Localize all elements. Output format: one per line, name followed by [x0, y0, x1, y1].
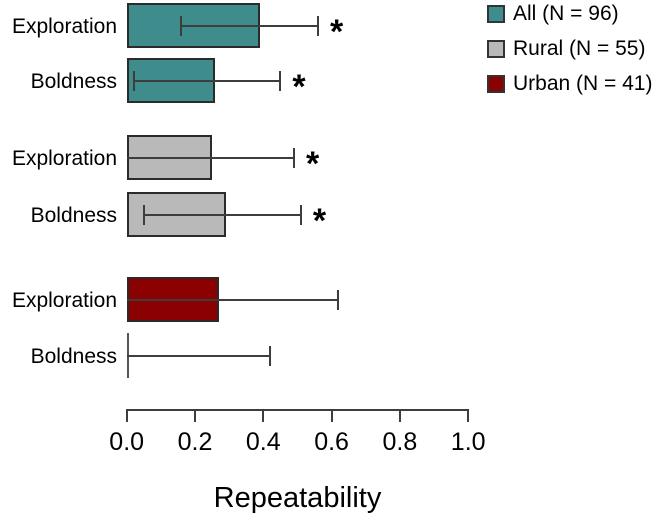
significance-asterisk: *: [329, 12, 344, 51]
error-bar: [126, 354, 271, 357]
error-bar: [143, 213, 301, 216]
x-axis-line: [126, 409, 469, 411]
significance-asterisk: *: [306, 144, 320, 183]
axis-tick: [194, 409, 196, 422]
row-label: Exploration: [11, 288, 117, 312]
axis-tick: [262, 409, 265, 422]
legend-item-all: All (N = 96): [487, 3, 652, 24]
row-label: Exploration: [11, 14, 117, 38]
error-bar: [126, 156, 295, 159]
axis-tick: [330, 409, 333, 422]
legend-label: Urban (N = 41): [513, 72, 653, 95]
whisker-cap-high: [299, 204, 302, 225]
significance-asterisk: *: [312, 201, 327, 240]
error-bar: [181, 24, 318, 27]
axis-tick: [467, 409, 470, 422]
axis-tick: [125, 409, 128, 422]
row-label: Boldness: [30, 203, 117, 227]
error-bar: [126, 298, 339, 301]
whisker-cap-high: [279, 70, 282, 91]
axis-tick: [398, 409, 401, 422]
axis-tick-label: 0.8: [382, 428, 418, 456]
whisker-cap-low: [142, 204, 145, 225]
legend-swatch: [487, 4, 505, 23]
legend: All (N = 96) Rural (N = 55) Urban (N = 41): [487, 3, 652, 94]
error-bar: [133, 79, 281, 82]
significance-asterisk: *: [292, 67, 306, 106]
whisker-cap-high: [269, 345, 272, 366]
whisker-cap-low: [180, 15, 183, 36]
whisker-cap-high: [337, 289, 340, 310]
axis-tick-label: 0.2: [177, 428, 213, 456]
row-label: Boldness: [30, 344, 117, 368]
axis-tick-label: 0.4: [245, 428, 281, 456]
x-axis-title: Repeatability: [213, 482, 382, 514]
legend-item-urban: Urban (N = 41): [487, 73, 652, 94]
axis-tick-label: 1.0: [450, 428, 486, 456]
legend-label: All (N = 96): [513, 2, 619, 25]
legend-item-rural: Rural (N = 55): [487, 38, 652, 59]
whisker-cap-high: [293, 147, 296, 168]
legend-label: Rural (N = 55): [513, 37, 646, 60]
axis-tick-label: 0.0: [109, 428, 145, 456]
row-label: Exploration: [11, 146, 117, 170]
axis-tick-label: 0.6: [314, 428, 349, 456]
whisker-cap-low: [132, 70, 135, 91]
legend-swatch: [487, 39, 505, 58]
whisker-cap-high: [316, 15, 319, 36]
legend-swatch: [487, 74, 505, 93]
row-label: Boldness: [30, 69, 117, 93]
